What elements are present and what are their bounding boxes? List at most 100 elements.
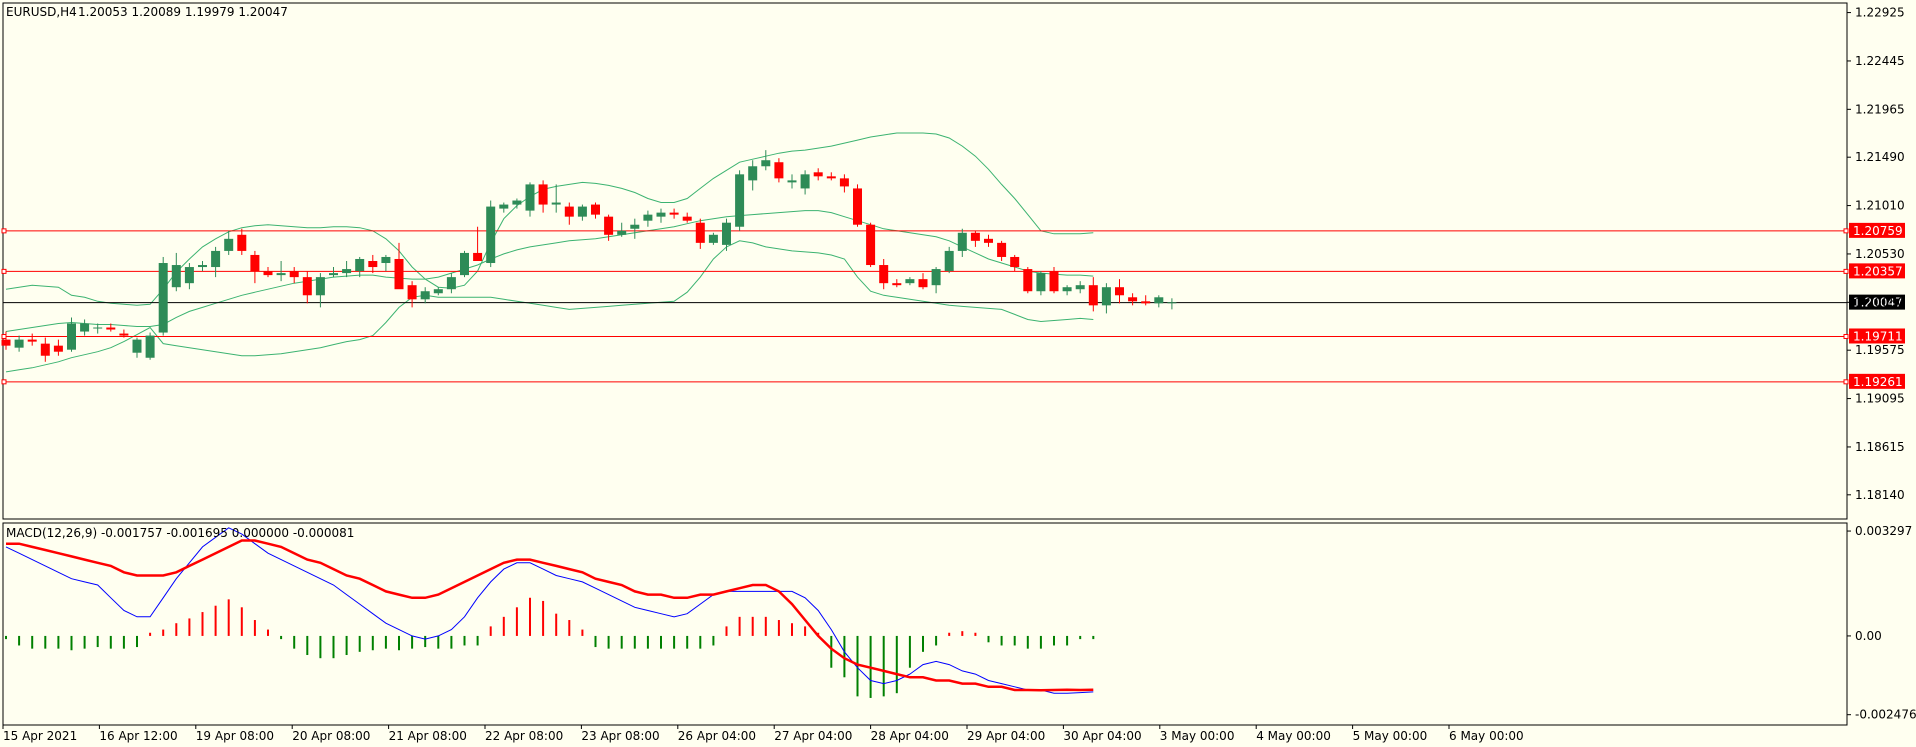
ohlc-readout: 1.20053 1.20089 1.19979 1.20047 bbox=[78, 5, 288, 19]
bollinger-bands bbox=[5, 132, 1094, 373]
candle-body bbox=[813, 172, 823, 177]
candle-body bbox=[27, 339, 37, 342]
time-tick-label: 6 May 00:00 bbox=[1449, 729, 1524, 743]
candle-body bbox=[669, 212, 679, 215]
candle-body bbox=[853, 188, 862, 225]
candle-body bbox=[617, 230, 627, 235]
time-tick-label: 28 Apr 04:00 bbox=[871, 729, 949, 743]
candle-body bbox=[80, 323, 90, 332]
candle-body bbox=[512, 200, 522, 205]
candle-body bbox=[342, 269, 352, 274]
candle-body bbox=[1, 339, 11, 346]
level-handle bbox=[1843, 379, 1849, 385]
candle-body bbox=[538, 184, 548, 205]
candle-body bbox=[407, 285, 417, 300]
price-tick-label: 1.18140 bbox=[1855, 488, 1905, 502]
candle-body bbox=[1167, 302, 1177, 304]
candle-body bbox=[525, 184, 535, 211]
level-handle bbox=[1843, 333, 1849, 339]
candle-body bbox=[905, 279, 915, 284]
candle-body bbox=[381, 256, 391, 264]
candle-body bbox=[695, 222, 705, 243]
candle-body bbox=[826, 176, 836, 179]
candle-body bbox=[40, 343, 50, 356]
candle-body bbox=[761, 160, 771, 167]
price-tick-label: 1.21490 bbox=[1855, 150, 1905, 164]
candle-body bbox=[237, 234, 247, 251]
level-handle bbox=[1843, 228, 1849, 234]
candle-body bbox=[551, 202, 561, 205]
candle-body bbox=[224, 238, 234, 251]
level-handle bbox=[1, 228, 7, 234]
candle-body bbox=[944, 250, 954, 272]
candle-body bbox=[577, 206, 587, 217]
macd-tick-label: 0.00 bbox=[1855, 629, 1882, 643]
level-price-label: 1.20759 bbox=[1853, 224, 1903, 238]
candle-body bbox=[132, 339, 142, 353]
candle-body bbox=[355, 258, 365, 272]
symbol-label: EURUSD,H4 bbox=[6, 5, 77, 19]
price-tick-label: 1.21965 bbox=[1855, 102, 1905, 116]
price-tick-label: 1.19575 bbox=[1855, 343, 1905, 357]
candle-body bbox=[931, 269, 941, 286]
candle-body bbox=[315, 277, 325, 296]
macd-tick-label: 0.003297 bbox=[1855, 524, 1912, 538]
candle-body bbox=[1154, 297, 1164, 304]
candle-body bbox=[839, 178, 849, 187]
price-tick-label: 1.18615 bbox=[1855, 440, 1905, 454]
band-lower-line bbox=[5, 240, 1094, 373]
candle-body bbox=[1075, 285, 1085, 290]
time-tick-label: 26 Apr 04:00 bbox=[678, 729, 756, 743]
time-tick-label: 23 Apr 08:00 bbox=[581, 729, 659, 743]
time-tick-label: 5 May 00:00 bbox=[1353, 729, 1428, 743]
candle-body bbox=[53, 345, 63, 352]
candle-body bbox=[1115, 287, 1124, 296]
price-tick-label: 1.22445 bbox=[1855, 54, 1905, 68]
horizontal-levels[interactable]: 1.20759 1.20357 1.19711 1.19261 1.20047 bbox=[1, 222, 1905, 389]
macd-lines bbox=[5, 527, 1094, 694]
time-tick-label: 20 Apr 08:00 bbox=[292, 729, 370, 743]
band-mid-line bbox=[5, 210, 1094, 332]
level-price-label: 1.20357 bbox=[1853, 264, 1903, 278]
candle-body bbox=[420, 291, 430, 300]
macd-tick-label: -0.002476 bbox=[1855, 708, 1916, 722]
candle-body bbox=[499, 204, 509, 209]
time-tick-label: 16 Apr 12:00 bbox=[99, 729, 177, 743]
candle-body bbox=[119, 333, 129, 336]
price-tick-label: 1.20530 bbox=[1855, 247, 1905, 261]
candle-body bbox=[1010, 256, 1020, 268]
candle-body bbox=[106, 327, 116, 330]
candle-body bbox=[708, 234, 718, 243]
level-price-tag bbox=[1849, 263, 1905, 279]
time-tick-label: 3 May 00:00 bbox=[1160, 729, 1235, 743]
level-handle bbox=[1, 333, 7, 339]
candle-body bbox=[289, 271, 299, 278]
level-handle bbox=[1, 268, 7, 274]
price-tick-label: 1.22925 bbox=[1855, 6, 1905, 20]
candle-body bbox=[1036, 273, 1046, 292]
time-tick-label: 27 Apr 04:00 bbox=[774, 729, 852, 743]
level-price-tag bbox=[1849, 373, 1905, 389]
level-price-tag bbox=[1849, 328, 1905, 344]
level-handle bbox=[1843, 268, 1849, 274]
candle-body bbox=[302, 277, 312, 296]
candle-body bbox=[473, 252, 483, 261]
candle-body bbox=[866, 224, 876, 266]
price-panel[interactable]: 1.20759 1.20357 1.19711 1.19261 1.20047 1.22… bbox=[1, 2, 1906, 520]
candle-body bbox=[604, 216, 614, 235]
candle-body bbox=[211, 250, 221, 268]
time-tick-label: 15 Apr 2021 bbox=[3, 729, 77, 743]
candle-body bbox=[800, 174, 810, 189]
candle-body bbox=[957, 232, 967, 251]
candle-body bbox=[1128, 297, 1138, 302]
macd-panel[interactable]: 0.003297 0.00 -0.002476 MACD(12,26,9) -0.0… bbox=[2, 522, 1916, 726]
price-tick-label: 1.19095 bbox=[1855, 392, 1905, 406]
candle-body bbox=[564, 206, 574, 217]
macd-main-line bbox=[5, 527, 1094, 694]
current-price-label: 1.20047 bbox=[1853, 296, 1903, 310]
candle-body bbox=[329, 273, 338, 276]
candle-body bbox=[145, 335, 155, 358]
time-tick-label: 21 Apr 08:00 bbox=[389, 729, 467, 743]
candle-body bbox=[263, 271, 273, 276]
